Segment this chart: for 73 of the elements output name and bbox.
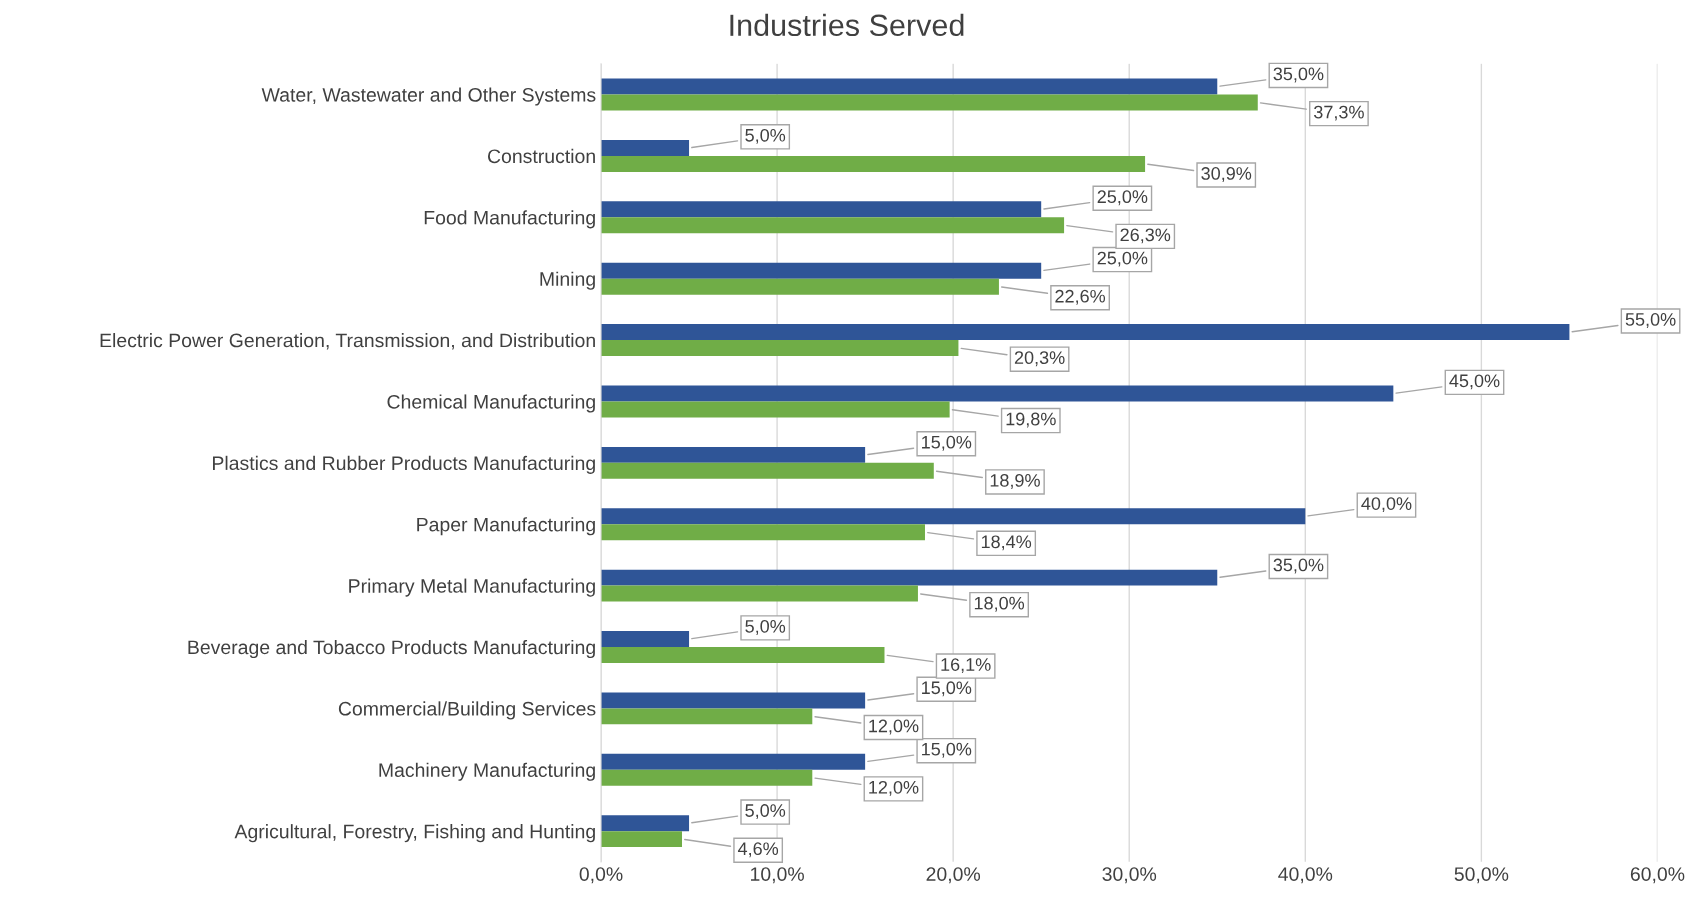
bar (601, 524, 925, 541)
data-label: 30,9% (1201, 167, 1252, 182)
bar (601, 278, 999, 295)
x-tick-label: 50,0% (1454, 867, 1509, 884)
bar (601, 446, 866, 463)
bar (601, 324, 1570, 341)
data-label: 18,0% (974, 596, 1025, 612)
y-tick-label: Electric Power Generation, Transmission, and Distribution (100, 333, 595, 350)
data-label: 5,0% (745, 804, 786, 820)
bar (601, 631, 690, 647)
bar (601, 585, 918, 602)
data-label: 25,0% (1097, 190, 1148, 206)
bar (601, 262, 1042, 279)
y-tick-label: Commercial/Building Services (338, 701, 596, 720)
bar (601, 139, 690, 156)
data-label: 15,0% (922, 742, 972, 758)
bar (601, 569, 1218, 586)
data-label: 16,1% (941, 658, 991, 674)
y-tick-label: Plastics and Rubber Products Manufacturing (213, 455, 595, 474)
y-tick-label: Primary Metal Manufacturing (349, 578, 595, 597)
data-label: 20,3% (1014, 351, 1065, 367)
y-tick-label: Food Manufacturing (424, 210, 595, 229)
data-label: 18,9% (990, 473, 1040, 489)
bar (601, 217, 1065, 234)
bar (601, 462, 934, 479)
data-label: 45,0% (1449, 374, 1500, 390)
bar (601, 708, 813, 725)
data-label: 18,4% (981, 535, 1032, 551)
data-label: 35,0% (1273, 558, 1324, 574)
data-label: 35,0% (1273, 67, 1324, 83)
y-tick-label: Chemical Manufacturing (387, 394, 595, 413)
data-label: 4,6% (737, 842, 779, 858)
data-label: 15,0% (922, 681, 972, 697)
x-tick-label: 0,0% (579, 867, 623, 884)
data-label: 5,0% (745, 619, 786, 635)
bar (601, 508, 1306, 525)
data-label: 37,3% (1314, 105, 1364, 121)
data-label: 40,0% (1361, 497, 1412, 513)
data-label: 15,0% (922, 435, 972, 451)
x-tick-label: 10,0% (751, 867, 804, 884)
data-label: 12,0% (869, 719, 919, 735)
bar (601, 815, 690, 832)
data-label: 26,3% (1120, 228, 1171, 244)
bar (601, 94, 1258, 111)
bar (601, 831, 683, 848)
x-tick-label: 40,0% (1278, 867, 1333, 884)
y-tick-label: Machinery Manufacturing (379, 762, 595, 781)
bar (601, 692, 866, 709)
bar (601, 753, 866, 770)
y-tick-label: Beverage and Tobacco Products Manufacturing (188, 639, 595, 659)
data-label: 12,0% (869, 780, 919, 796)
bar (601, 78, 1218, 95)
x-tick-label: 20,0% (926, 867, 981, 884)
data-label: 55,0% (1625, 313, 1676, 328)
bar (601, 646, 885, 663)
y-tick-label: Construction (487, 148, 595, 164)
y-tick-label: Paper Manufacturing (417, 517, 595, 536)
x-tick-label: 60,0% (1630, 867, 1685, 884)
chart-title: Industries Served (730, 13, 964, 37)
y-tick-label: Mining (540, 271, 595, 290)
bar (601, 201, 1042, 218)
y-tick-label: Agricultural, Forestry, Fishing and Hunting (234, 824, 595, 843)
data-label: 22,6% (1055, 289, 1106, 305)
x-tick-label: 30,0% (1102, 867, 1157, 884)
data-label: 25,0% (1097, 251, 1148, 267)
y-tick-label: Water, Wastewater and Other Systems (261, 87, 596, 106)
data-label: 19,8% (1006, 412, 1056, 428)
bar (601, 385, 1394, 402)
bar (601, 340, 959, 357)
data-label: 5,0% (745, 128, 786, 144)
bar (601, 155, 1146, 172)
bar (601, 769, 813, 786)
bar (601, 401, 950, 418)
